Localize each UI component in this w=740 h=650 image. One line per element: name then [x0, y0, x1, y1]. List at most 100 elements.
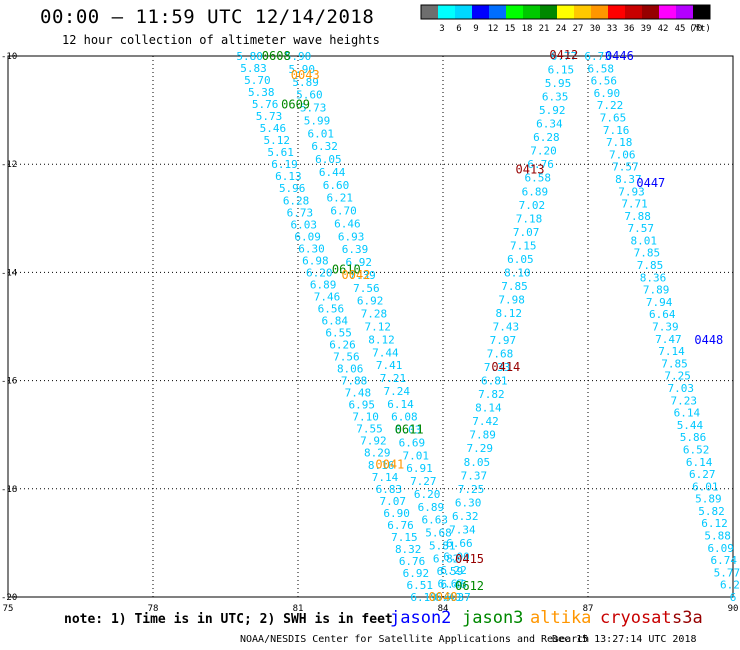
wave-height-value: 7.25	[664, 370, 691, 383]
x-tick-label: 87	[583, 604, 594, 614]
wave-height-value: 5.70	[244, 74, 271, 87]
wave-height-value: 7.85	[634, 247, 661, 260]
wave-height-value: 6	[730, 591, 737, 604]
wave-height-value: 7.43	[493, 321, 520, 334]
wave-height-value: 7.02	[519, 199, 546, 212]
wave-height-value: 7.89	[643, 284, 670, 297]
colorbar-swatch	[591, 5, 608, 19]
wave-height-value: 6.19	[410, 591, 437, 604]
wave-height-value: 6.46	[440, 578, 467, 591]
pass-time-label: 0042	[342, 268, 371, 282]
wave-height-value: 5.92	[539, 104, 566, 117]
wave-height-value: 6.66	[446, 537, 473, 550]
wave-height-value: 7.57	[627, 222, 654, 235]
colorbar-swatch	[659, 5, 676, 19]
wave-height-value: 5.99	[304, 114, 331, 127]
wave-height-value: 5.96	[279, 182, 306, 195]
wave-height-value: 5.89	[695, 493, 722, 506]
wave-height-value: 8.01	[631, 234, 658, 247]
wave-height-value: 7.21	[380, 372, 407, 385]
wave-height-value: 7.14	[658, 345, 685, 358]
wave-height-value: 7.97	[490, 334, 517, 347]
wave-height-value: 7.57	[612, 161, 639, 174]
wave-height-value: 5.38	[248, 86, 275, 99]
wave-height-value: 6.73	[584, 50, 611, 63]
wave-height-value: 5.73	[256, 110, 283, 123]
x-tick-label: 78	[148, 604, 159, 614]
pass-time-label: 0611	[395, 422, 424, 436]
wave-height-value: 7.44	[372, 346, 399, 359]
wave-height-value: 7.07	[379, 495, 406, 508]
wave-height-value: 7.06	[609, 148, 636, 161]
pass-time-label: 0608	[262, 49, 291, 63]
wave-height-value: 6.98	[302, 254, 329, 267]
colorbar-swatch	[608, 5, 625, 19]
pass-time-label: 0414	[491, 360, 520, 374]
y-tick-label: -20	[1, 593, 17, 603]
wave-height-value: 6.67	[437, 577, 464, 590]
wave-height-value: 7.89	[469, 429, 496, 442]
wave-height-value: 6.00	[443, 550, 470, 563]
wave-height-value: 5.88	[704, 530, 731, 543]
colorbar-swatch	[540, 5, 557, 19]
wave-height-value: 6.26	[329, 339, 356, 352]
colorbar-swatch	[438, 5, 455, 19]
colorbar-label: 27	[573, 24, 584, 34]
wave-height-value: 7.39	[652, 321, 679, 334]
colorbar-label: 24	[556, 24, 567, 34]
y-tick-label: -14	[1, 268, 17, 278]
wave-height-value: 6.76	[387, 519, 414, 532]
pass-time-label: 0415	[455, 552, 484, 566]
wave-height-value: 6.30	[298, 242, 325, 255]
legend-cryosat: cryosat	[600, 608, 672, 628]
wave-height-value: 7.82	[478, 388, 505, 401]
wave-height-value: 5.90	[285, 50, 312, 63]
wave-height-value: 6.84	[321, 314, 348, 327]
wave-height-value: 5.77	[714, 566, 740, 579]
wave-height-value: 6.89	[522, 185, 549, 198]
pass-time-label: 0413	[516, 163, 545, 177]
wave-height-value: 6.37	[444, 591, 471, 604]
plot-frame	[7, 55, 734, 598]
wave-height-value: 6.74	[711, 554, 738, 567]
wave-height-value: 7.34	[449, 523, 476, 536]
wave-height-value: 6.01	[692, 480, 719, 493]
y-tick-label: -18	[1, 485, 17, 495]
colorbar-swatch	[574, 5, 591, 19]
wave-height-value: 8.32	[395, 543, 422, 556]
colorbar-label: 36	[624, 24, 635, 34]
wave-height-value: 7.20	[530, 145, 557, 158]
wave-height-value: 5.73	[300, 102, 327, 115]
wave-height-value: 6.69	[399, 436, 426, 449]
wave-height-value: 6.76	[399, 555, 426, 568]
pass-time-label: 0609	[281, 98, 310, 112]
wave-height-value: 6.09	[294, 230, 321, 243]
wave-height-value: 7.27	[410, 475, 437, 488]
wave-height-value: 6.64	[649, 308, 676, 321]
wave-height-value: 5.44	[677, 419, 704, 432]
wave-height-value: 8.37	[615, 173, 642, 186]
wave-height-value: 6.27	[689, 468, 716, 481]
colorbar-swatch	[421, 5, 438, 19]
colorbar-label: 39	[641, 24, 652, 34]
wave-height-value: 6.89	[418, 501, 445, 514]
colorbar-label: 9	[473, 24, 478, 34]
wave-height-value: 6.40	[435, 591, 462, 604]
footer-note: note: 1) Time is in UTC; 2) SWH is in fe…	[64, 612, 393, 627]
wave-height-value: 6.01	[308, 127, 335, 140]
wave-height-value: 6.22	[440, 564, 467, 577]
wave-height-value: 7.65	[600, 111, 627, 124]
wave-height-value: 5.83	[240, 62, 267, 75]
colorbar-label: 18	[522, 24, 533, 34]
wave-height-value: 7.22	[597, 99, 624, 112]
colorbar-label: 15	[505, 24, 516, 34]
wave-height-value: 6.60	[323, 179, 350, 192]
wave-height-value: 8.16	[368, 459, 395, 472]
colorbar-label: 30	[590, 24, 601, 34]
wave-height-value: 7.23	[671, 394, 698, 407]
generated-timestamp: Dec 15 13:27:14 UTC 2018	[552, 634, 697, 645]
wave-height-value: 6.76	[527, 158, 554, 171]
wave-height-value: 5.68	[425, 527, 452, 540]
wave-height-value: 6.56	[591, 75, 618, 88]
